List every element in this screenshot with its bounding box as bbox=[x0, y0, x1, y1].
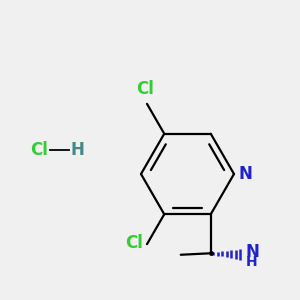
Text: Cl: Cl bbox=[136, 80, 154, 98]
Text: N: N bbox=[239, 165, 253, 183]
Text: N: N bbox=[246, 243, 260, 261]
Text: H: H bbox=[70, 141, 84, 159]
Text: Cl: Cl bbox=[125, 234, 143, 252]
Text: Cl: Cl bbox=[30, 141, 48, 159]
Text: H: H bbox=[246, 255, 257, 269]
